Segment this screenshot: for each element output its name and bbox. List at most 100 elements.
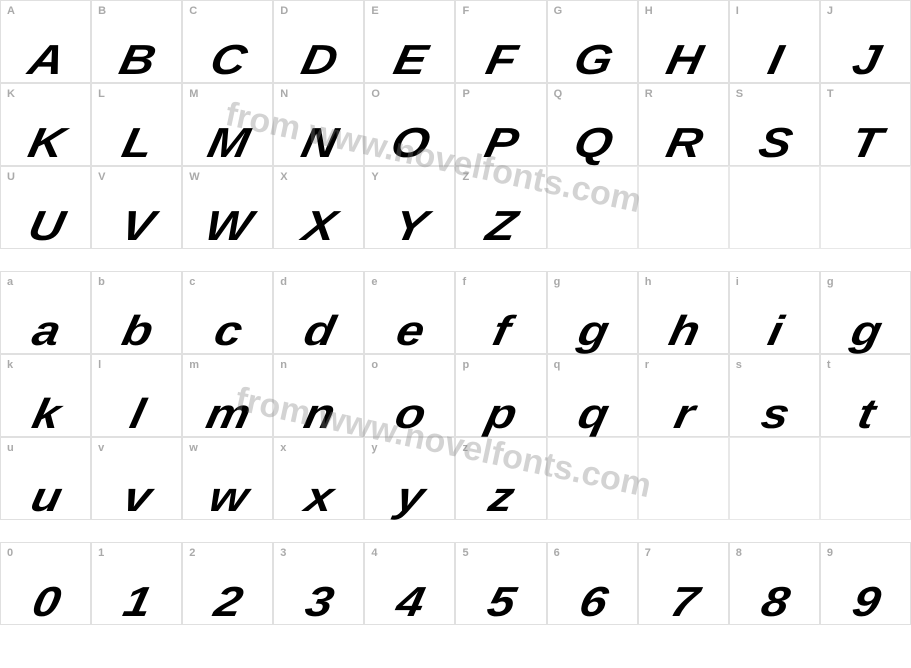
glyph-cell[interactable]: VV xyxy=(91,166,182,249)
glyph-cell[interactable]: LL xyxy=(91,83,182,166)
glyph-cell[interactable]: ee xyxy=(364,271,455,354)
glyph-cell[interactable]: rr xyxy=(638,354,729,437)
glyph-cell[interactable]: 99 xyxy=(820,542,911,625)
cell-label: f xyxy=(462,276,466,288)
glyph-cell[interactable]: 44 xyxy=(364,542,455,625)
glyph-cell[interactable]: DD xyxy=(273,0,364,83)
cell-label: x xyxy=(280,442,286,454)
cell-label: k xyxy=(7,359,13,371)
cell-label: t xyxy=(827,359,831,371)
glyph-cell[interactable]: QQ xyxy=(547,83,638,166)
cell-label: O xyxy=(371,88,380,100)
glyph-cell[interactable]: tt xyxy=(820,354,911,437)
glyph-cell[interactable]: CC xyxy=(182,0,273,83)
font-charmap-container: from www.novelfonts.com from www.novelfo… xyxy=(0,0,911,625)
glyph-cell[interactable]: 33 xyxy=(273,542,364,625)
glyph-cell[interactable]: ww xyxy=(182,437,273,520)
cell-label: X xyxy=(280,171,287,183)
cell-label: s xyxy=(736,359,742,371)
cell-label: N xyxy=(280,88,288,100)
glyph-cell[interactable]: yy xyxy=(364,437,455,520)
glyph-cell[interactable]: dd xyxy=(273,271,364,354)
cell-label: g xyxy=(554,276,561,288)
glyph-cell[interactable]: ss xyxy=(729,354,820,437)
cell-label: a xyxy=(7,276,13,288)
cell-label: l xyxy=(98,359,101,371)
glyph-cell[interactable]: GG xyxy=(547,0,638,83)
cell-label: z xyxy=(462,442,468,454)
glyph-cell[interactable]: NN xyxy=(273,83,364,166)
cell-label: R xyxy=(645,88,653,100)
glyph-cell[interactable]: zz xyxy=(455,437,546,520)
cell-label: c xyxy=(189,276,195,288)
cell-label: U xyxy=(7,171,15,183)
glyph-cell[interactable]: 11 xyxy=(91,542,182,625)
glyph-display: t xyxy=(810,393,911,435)
cell-label: A xyxy=(7,5,15,17)
glyph-cell[interactable]: 55 xyxy=(455,542,546,625)
glyph-cell[interactable]: WW xyxy=(182,166,273,249)
glyph-cell[interactable]: aa xyxy=(0,271,91,354)
empty-cell xyxy=(729,437,820,520)
glyph-cell[interactable]: EE xyxy=(364,0,455,83)
glyph-cell[interactable]: gg xyxy=(820,271,911,354)
glyph-cell[interactable]: HH xyxy=(638,0,729,83)
glyph-cell[interactable]: AA xyxy=(0,0,91,83)
glyph-cell[interactable]: uu xyxy=(0,437,91,520)
glyph-cell[interactable]: SS xyxy=(729,83,820,166)
cell-label: d xyxy=(280,276,287,288)
glyph-cell[interactable]: xx xyxy=(273,437,364,520)
glyph-cell[interactable]: cc xyxy=(182,271,273,354)
cell-label: I xyxy=(736,5,739,17)
glyph-cell[interactable]: FF xyxy=(455,0,546,83)
glyph-cell[interactable]: hh xyxy=(638,271,729,354)
glyph-cell[interactable]: vv xyxy=(91,437,182,520)
glyph-cell[interactable]: gg xyxy=(547,271,638,354)
glyph-cell[interactable]: pp xyxy=(455,354,546,437)
glyph-cell[interactable]: II xyxy=(729,0,820,83)
cell-label: K xyxy=(7,88,15,100)
glyph-cell[interactable]: ll xyxy=(91,354,182,437)
glyph-cell[interactable]: JJ xyxy=(820,0,911,83)
cell-label: B xyxy=(98,5,106,17)
cell-label: G xyxy=(554,5,563,17)
cell-label: 6 xyxy=(554,547,560,559)
glyph-display: J xyxy=(810,39,911,81)
glyph-cell[interactable]: oo xyxy=(364,354,455,437)
cell-label: e xyxy=(371,276,377,288)
glyph-cell[interactable]: OO xyxy=(364,83,455,166)
glyph-cell[interactable]: mm xyxy=(182,354,273,437)
glyph-cell[interactable]: UU xyxy=(0,166,91,249)
empty-cell xyxy=(547,437,638,520)
cell-label: n xyxy=(280,359,287,371)
glyph-display: T xyxy=(810,122,911,164)
cell-label: J xyxy=(827,5,833,17)
glyph-cell[interactable]: YY xyxy=(364,166,455,249)
glyph-cell[interactable]: ZZ xyxy=(455,166,546,249)
cell-label: Q xyxy=(554,88,563,100)
glyph-cell[interactable]: TT xyxy=(820,83,911,166)
empty-cell xyxy=(820,437,911,520)
glyph-cell[interactable]: XX xyxy=(273,166,364,249)
empty-cell xyxy=(547,166,638,249)
glyph-cell[interactable]: kk xyxy=(0,354,91,437)
glyph-cell[interactable]: ff xyxy=(455,271,546,354)
cell-label: D xyxy=(280,5,288,17)
glyph-cell[interactable]: qq xyxy=(547,354,638,437)
glyph-cell[interactable]: 66 xyxy=(547,542,638,625)
glyph-cell[interactable]: ii xyxy=(729,271,820,354)
glyph-cell[interactable]: bb xyxy=(91,271,182,354)
glyph-cell[interactable]: 77 xyxy=(638,542,729,625)
glyph-cell[interactable]: 22 xyxy=(182,542,273,625)
glyph-cell[interactable]: RR xyxy=(638,83,729,166)
empty-cell xyxy=(729,166,820,249)
glyph-cell[interactable]: 88 xyxy=(729,542,820,625)
empty-cell xyxy=(638,166,729,249)
cell-label: Y xyxy=(371,171,378,183)
glyph-cell[interactable]: MM xyxy=(182,83,273,166)
glyph-cell[interactable]: PP xyxy=(455,83,546,166)
glyph-cell[interactable]: nn xyxy=(273,354,364,437)
glyph-cell[interactable]: BB xyxy=(91,0,182,83)
glyph-cell[interactable]: 00 xyxy=(0,542,91,625)
glyph-cell[interactable]: KK xyxy=(0,83,91,166)
